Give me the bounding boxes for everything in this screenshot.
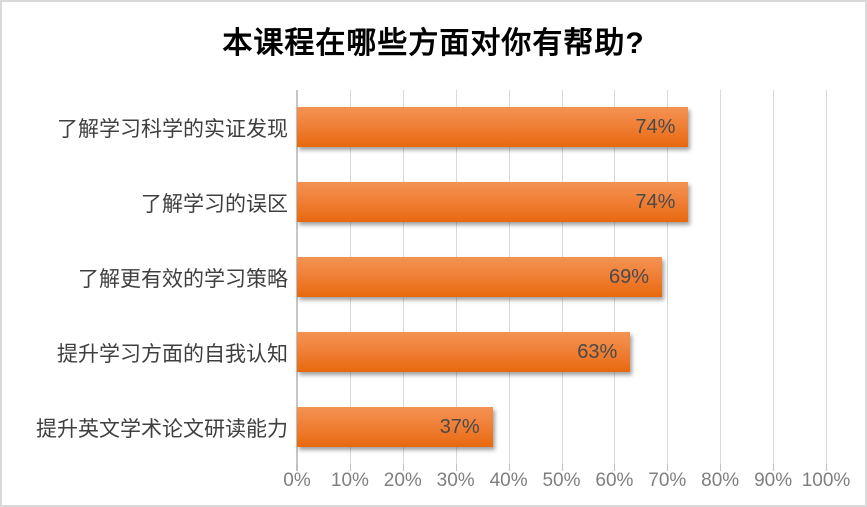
x-axis-tick-label: 70%	[648, 470, 687, 491]
bar: 37%	[297, 406, 493, 447]
x-axis-tick	[349, 464, 351, 471]
x-axis-tick-label: 10%	[330, 470, 369, 491]
category-axis-label: 了解更有效的学习策略	[78, 268, 288, 291]
x-axis-tick	[455, 464, 457, 471]
bar-value-label: 74%	[635, 191, 676, 214]
x-axis-tick	[561, 464, 563, 471]
bar-value-label: 37%	[439, 415, 480, 438]
x-axis-tick-label: 60%	[595, 470, 634, 491]
x-axis-tick	[402, 464, 404, 471]
chart-title: 本课程在哪些方面对你有帮助?	[222, 27, 645, 60]
x-axis-tick	[667, 464, 669, 471]
category-axis-label: 了解学习的误区	[141, 193, 288, 217]
gridline	[667, 90, 669, 464]
x-axis-tick-label: 100%	[801, 470, 851, 491]
bar: 74%	[297, 182, 689, 223]
gridline	[773, 90, 775, 464]
x-axis-tick-label: 80%	[701, 470, 740, 491]
plot-area: 74% 74% 69% 63% 37%	[296, 90, 827, 471]
x-axis-tick	[773, 464, 775, 471]
x-axis-tick	[508, 464, 510, 471]
category-axis-label: 提升英文学术论文研读能力	[36, 417, 288, 441]
bar-value-label: 69%	[608, 266, 649, 288]
x-axis-tick	[614, 464, 616, 471]
x-axis-tick-label: 40%	[489, 470, 528, 491]
x-axis-tick-label: 0%	[283, 470, 311, 491]
gridline	[826, 90, 827, 464]
x-axis-tick-label: 30%	[436, 470, 475, 491]
category-axis-label: 提升学习方面的自我认知	[57, 342, 288, 366]
category-axis-label: 了解学习科学的实证发现	[57, 118, 288, 142]
bar-value-label: 63%	[577, 340, 618, 363]
x-axis-tick-label: 50%	[542, 470, 581, 491]
x-axis-tick	[826, 464, 827, 471]
x-axis-tick-label: 20%	[383, 470, 422, 491]
bar: 63%	[297, 331, 631, 372]
bar: 74%	[297, 107, 689, 148]
bar: 69%	[297, 257, 662, 297]
gridline	[720, 90, 722, 464]
x-axis-tick-label: 90%	[754, 470, 793, 491]
x-axis-tick	[720, 464, 722, 471]
x-axis-tick	[296, 464, 298, 471]
bar-value-label: 74%	[635, 116, 676, 139]
